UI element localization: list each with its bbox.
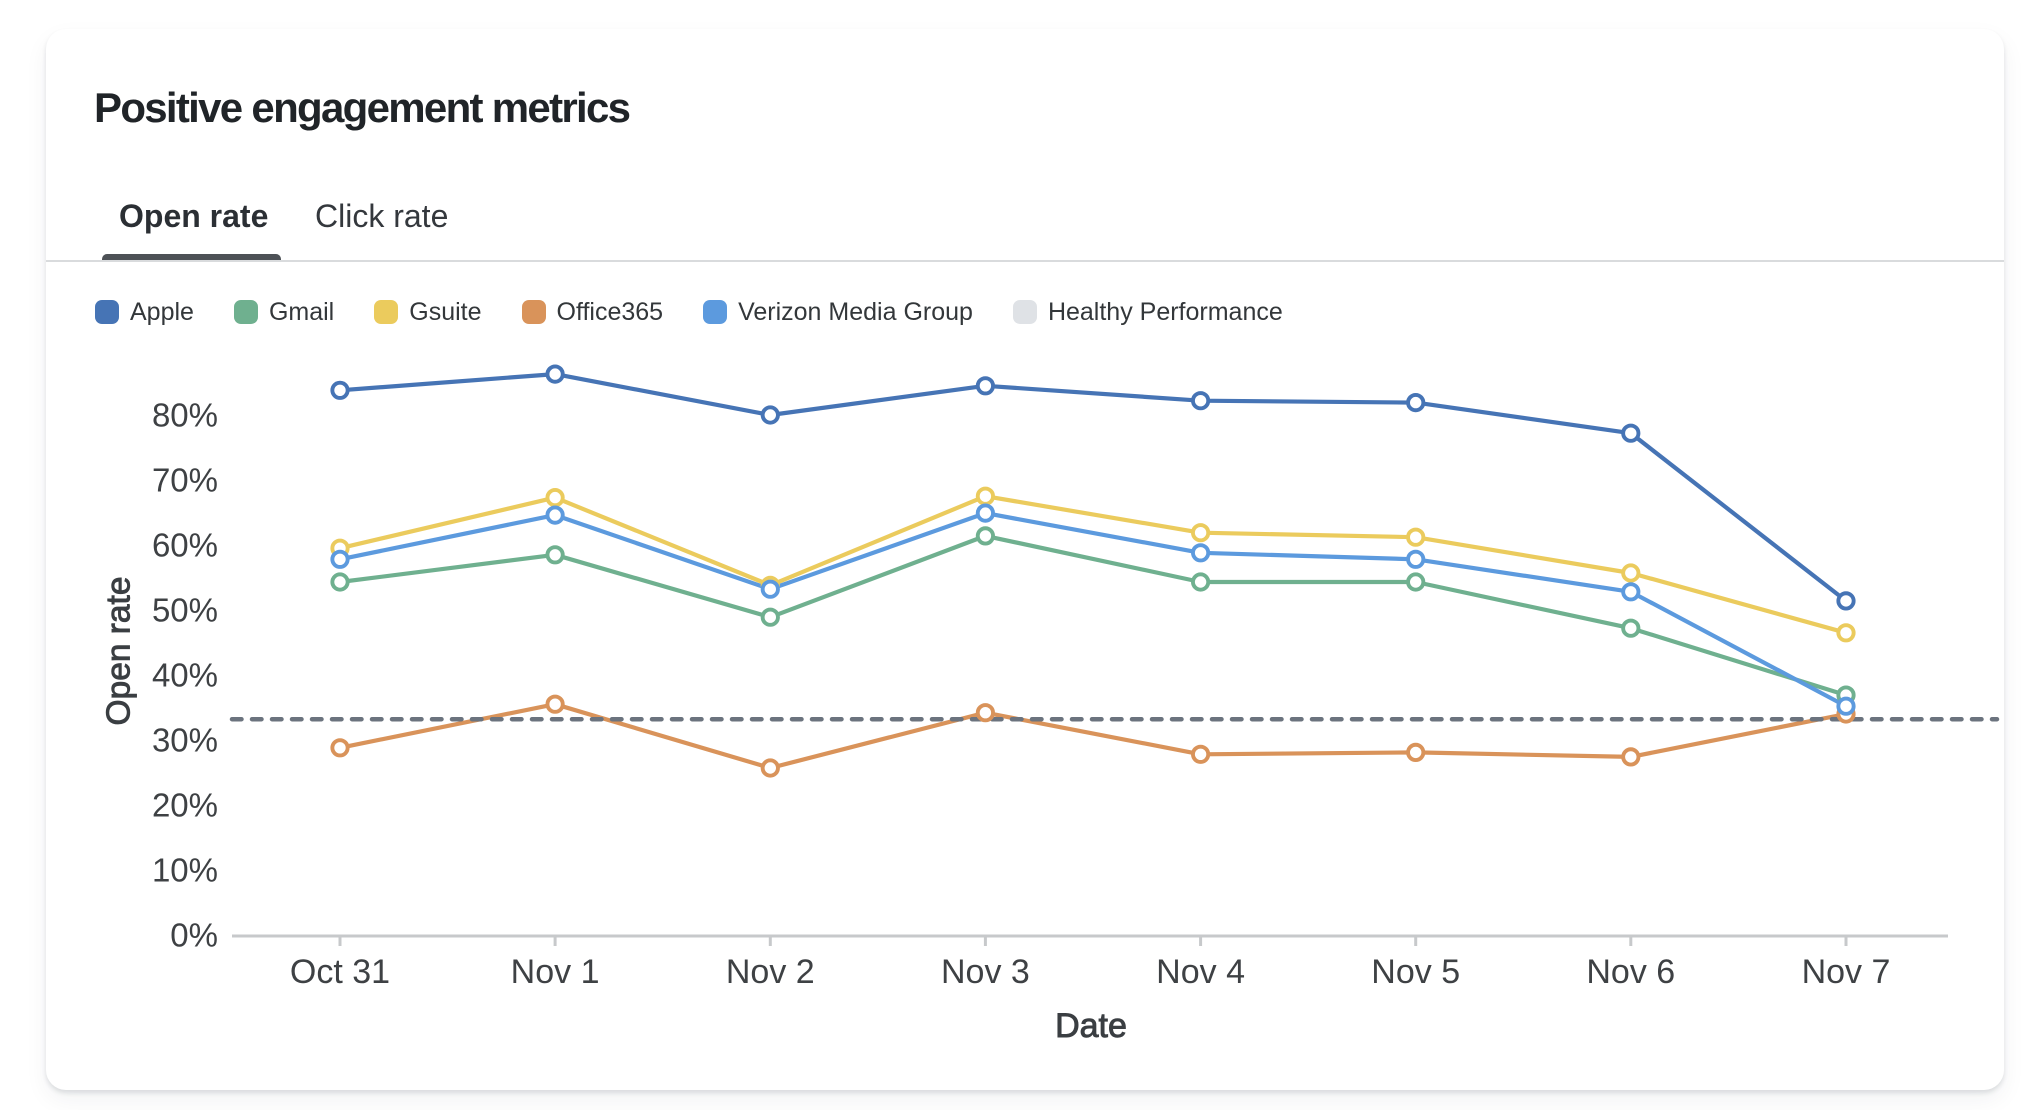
- svg-text:Date: Date: [1055, 1007, 1127, 1045]
- svg-text:30%: 30%: [152, 722, 218, 759]
- svg-text:60%: 60%: [152, 527, 218, 564]
- svg-text:Nov 1: Nov 1: [511, 953, 600, 991]
- svg-text:40%: 40%: [152, 657, 218, 694]
- svg-text:Open rate: Open rate: [101, 577, 138, 726]
- svg-text:Nov 2: Nov 2: [726, 953, 815, 991]
- svg-text:Nov 6: Nov 6: [1586, 953, 1675, 991]
- svg-text:20%: 20%: [152, 787, 218, 824]
- svg-text:50%: 50%: [152, 592, 218, 629]
- svg-text:80%: 80%: [152, 397, 218, 434]
- svg-text:Oct 31: Oct 31: [290, 953, 390, 991]
- svg-text:Nov 7: Nov 7: [1802, 953, 1891, 991]
- svg-text:0%: 0%: [170, 917, 218, 954]
- svg-text:10%: 10%: [152, 852, 218, 889]
- svg-text:70%: 70%: [152, 462, 218, 499]
- svg-text:Nov 5: Nov 5: [1371, 953, 1460, 991]
- svg-text:Nov 4: Nov 4: [1156, 953, 1245, 991]
- svg-text:Nov 3: Nov 3: [941, 953, 1030, 991]
